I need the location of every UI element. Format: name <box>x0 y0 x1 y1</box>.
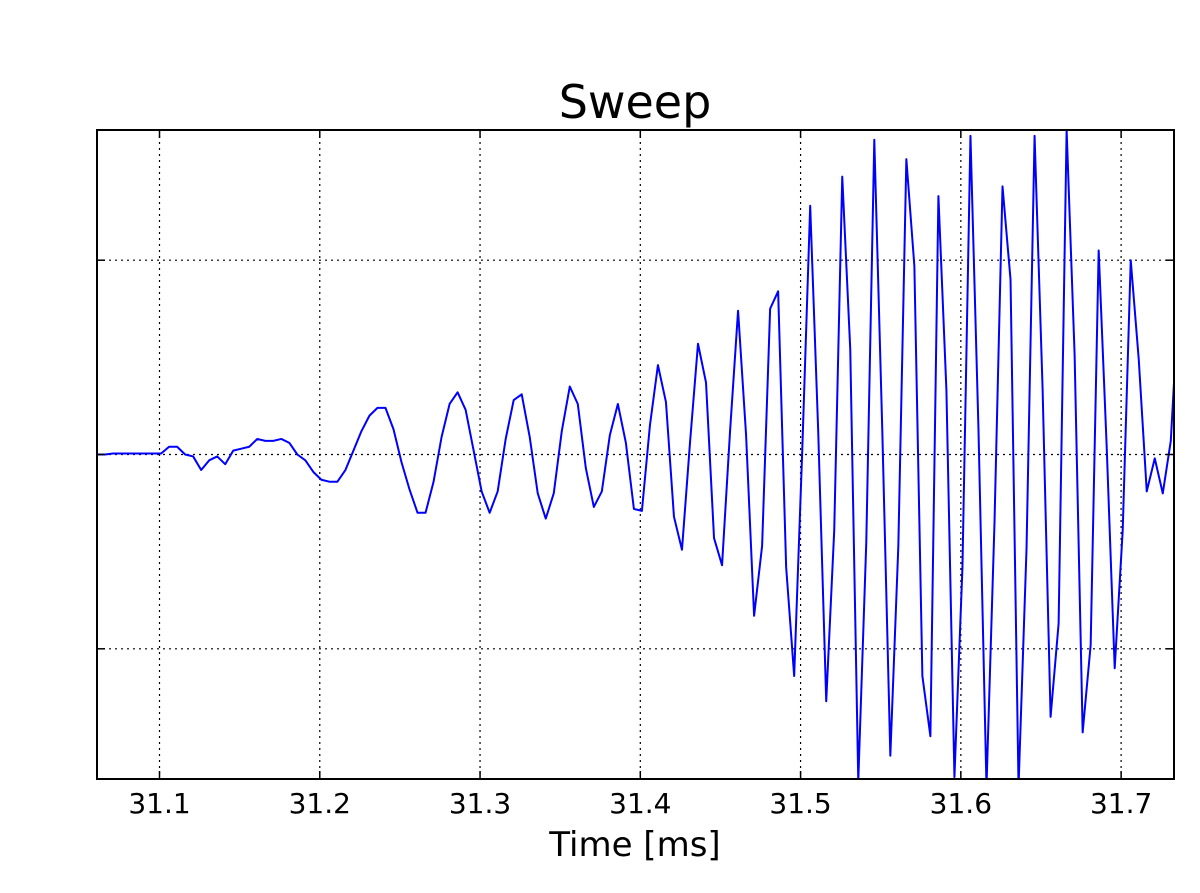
sweep-series-line <box>97 130 1174 779</box>
x-tick-label: 31.1 <box>128 787 190 820</box>
x-tick-label: 31.3 <box>449 787 511 820</box>
axis-ticks <box>97 130 1174 779</box>
grid-lines <box>97 130 1174 779</box>
x-axis-label: Time [ms] <box>548 825 720 865</box>
x-tick-label: 31.2 <box>289 787 351 820</box>
x-tick-label: 31.5 <box>769 787 831 820</box>
chart-title: Sweep <box>559 75 712 129</box>
x-tick-label: 31.7 <box>1090 787 1152 820</box>
x-tick-label: 31.6 <box>930 787 992 820</box>
x-tick-label: 31.4 <box>609 787 671 820</box>
